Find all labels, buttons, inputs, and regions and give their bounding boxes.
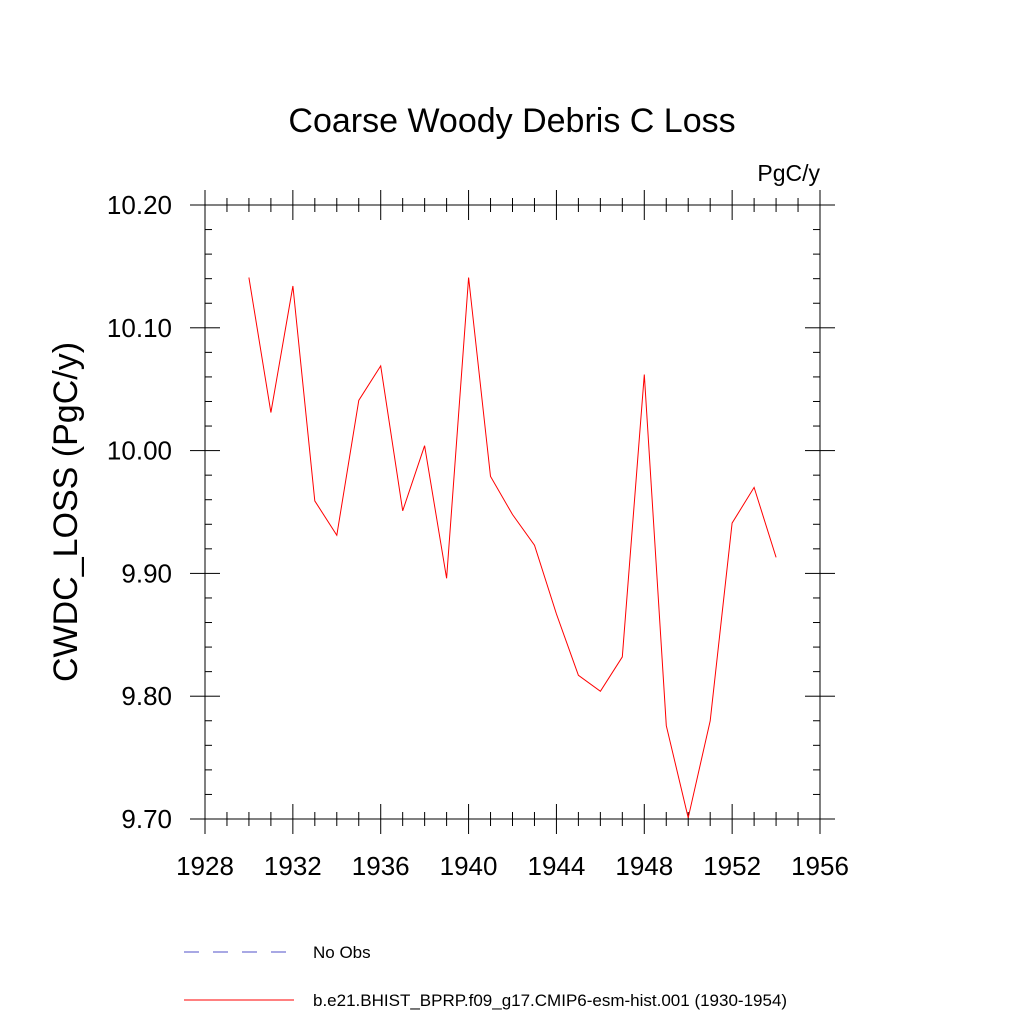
y-tick-label: 10.00 <box>107 436 172 466</box>
x-tick-label: 1948 <box>615 851 673 881</box>
chart-title: Coarse Woody Debris C Loss <box>288 102 735 140</box>
x-tick-label: 1956 <box>791 851 849 881</box>
x-tick-label: 1936 <box>352 851 410 881</box>
legend-label: No Obs <box>313 943 371 962</box>
x-tick-label: 1940 <box>440 851 498 881</box>
x-tick-label: 1952 <box>703 851 761 881</box>
series-layer <box>248 277 777 818</box>
y-tick-label: 10.10 <box>107 313 172 343</box>
units-label: PgC/y <box>757 160 820 186</box>
plot-frame <box>204 204 821 820</box>
legend: No Obs b.e21.BHIST_BPRP.f09_g17.CMIP6-esm… <box>184 943 787 1010</box>
y-tick-label: 9.80 <box>121 681 172 711</box>
x-tick-label: 1932 <box>264 851 322 881</box>
y-axis-ticks: 9.70 9.80 9.90 10.00 10.10 10.20 <box>107 190 835 834</box>
x-tick-label: 1944 <box>528 851 586 881</box>
y-axis-label: CWDC_LOSS (PgC/y) <box>47 342 85 682</box>
y-tick-label: 9.90 <box>121 558 172 588</box>
series-line <box>248 277 777 818</box>
x-tick-label: 1928 <box>176 851 234 881</box>
x-axis-ticks: 1928 1932 1936 1940 1944 1948 1952 1956 <box>176 190 849 881</box>
y-tick-label: 10.20 <box>107 190 172 220</box>
legend-label: b.e21.BHIST_BPRP.f09_g17.CMIP6-esm-hist.… <box>313 991 787 1010</box>
y-tick-label: 9.70 <box>121 804 172 834</box>
